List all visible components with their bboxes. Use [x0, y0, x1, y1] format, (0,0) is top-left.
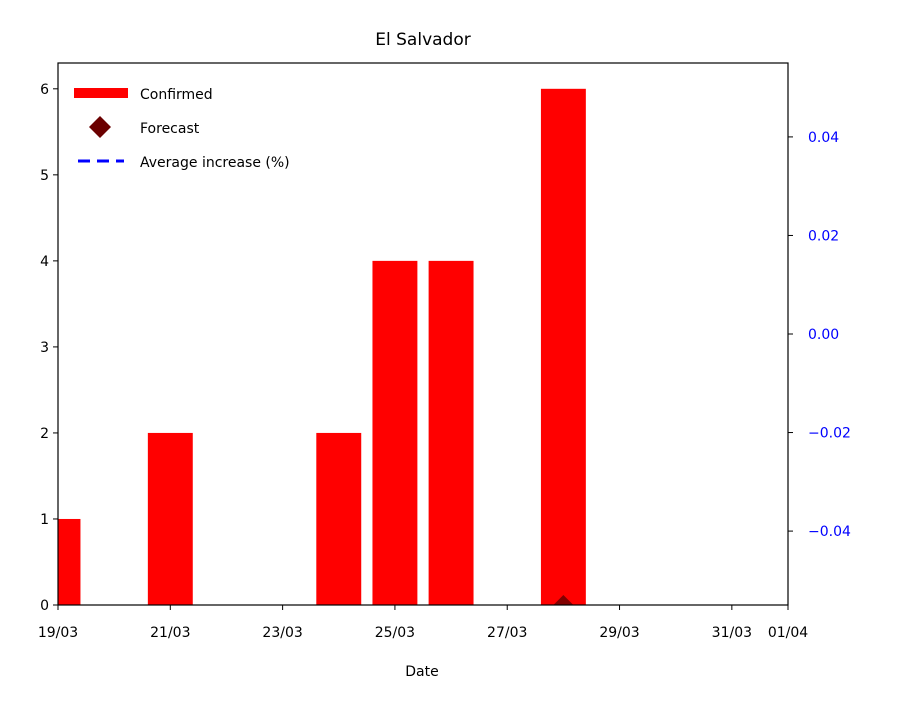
y-tick-label: 4	[40, 254, 49, 270]
legend-label: Forecast	[140, 121, 200, 137]
bar-confirmed	[58, 518, 81, 605]
plot-area	[58, 88, 586, 605]
x-tick-label: 23/03	[262, 625, 302, 641]
legend-label: Confirmed	[140, 87, 213, 103]
y2-tick-label: −0.04	[808, 524, 851, 540]
y2-tick-label: −0.02	[808, 426, 851, 442]
x-tick-label: 27/03	[487, 625, 527, 641]
x-tick-label: 31/03	[712, 625, 752, 641]
forecast-marker	[553, 595, 574, 605]
bar-confirmed	[147, 432, 193, 605]
bar-confirmed	[316, 432, 362, 605]
y-tick-label: 1	[40, 512, 49, 528]
y-tick-label: 2	[40, 426, 49, 442]
bar-confirmed	[540, 88, 586, 605]
y-tick-label: 5	[40, 168, 49, 184]
y-tick-label: 6	[40, 82, 49, 98]
x-axis-label: Date	[405, 664, 438, 680]
x-tick-label: 25/03	[375, 625, 415, 641]
chart-title: El Salvador	[375, 30, 470, 50]
bar-confirmed	[372, 260, 418, 605]
x-tick-label: 29/03	[599, 625, 639, 641]
x-tick-label: 21/03	[150, 625, 190, 641]
x-tick-label: 01/04	[768, 625, 808, 641]
y2-tick-label: 0.00	[808, 327, 839, 343]
legend-label: Average increase (%)	[140, 155, 290, 171]
x-tick-label: 19/03	[38, 625, 78, 641]
y2-tick-label: 0.02	[808, 228, 839, 244]
y-tick-label: 0	[40, 598, 49, 614]
legend-swatch-forecast	[89, 116, 111, 138]
legend-swatch-confirmed	[74, 88, 128, 98]
y2-tick-label: 0.04	[808, 130, 839, 146]
y-tick-label: 3	[40, 340, 49, 356]
bar-confirmed	[428, 260, 474, 605]
